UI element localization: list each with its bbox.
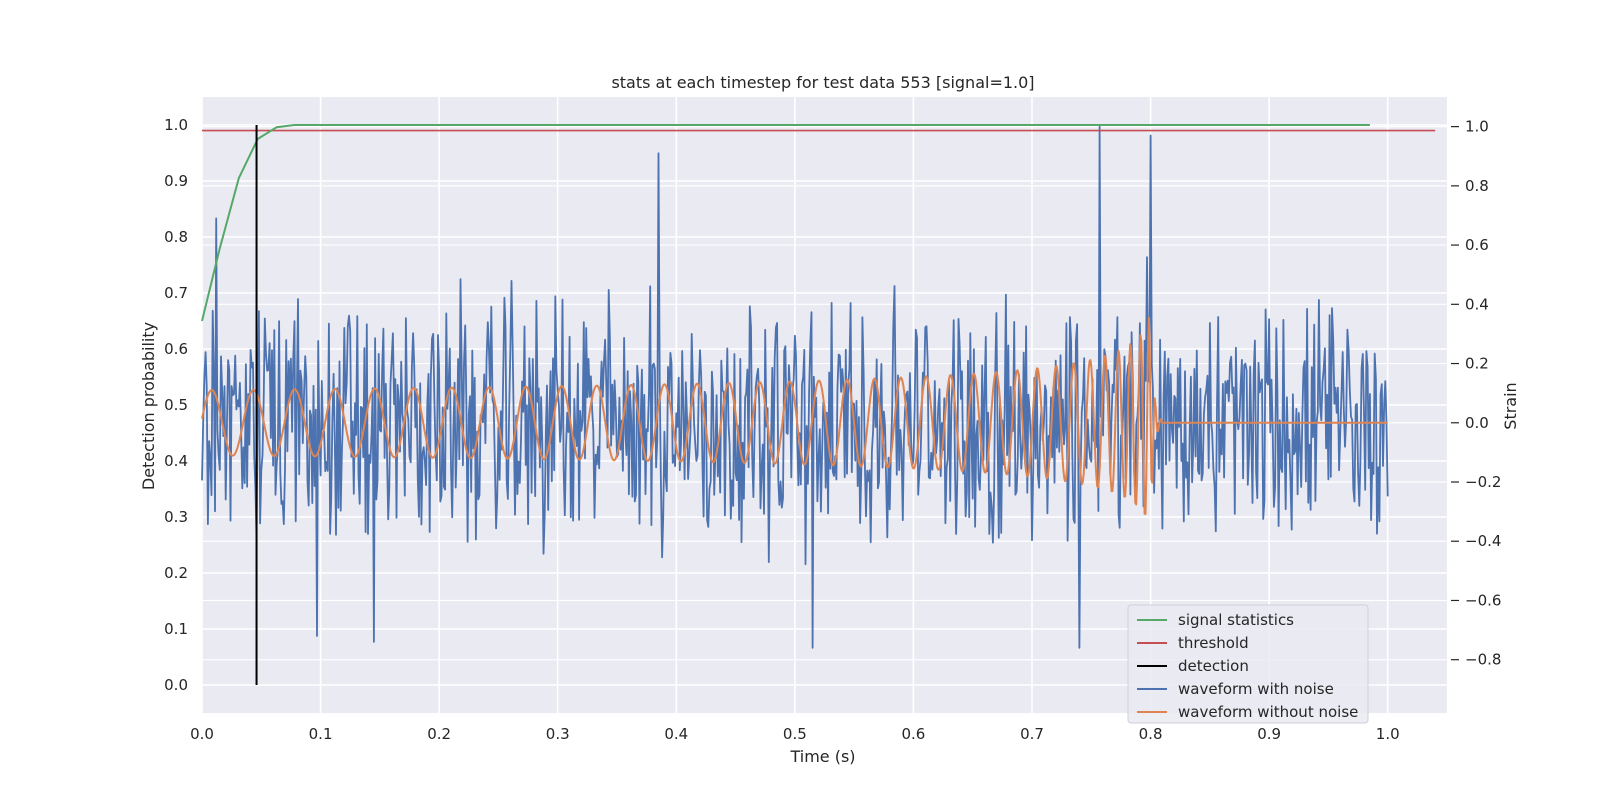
legend-label-waveform-with-noise: waveform with noise xyxy=(1178,680,1334,698)
series-line-waveform-without-noise xyxy=(201,316,1388,515)
x-tick-label: 0.8 xyxy=(1139,725,1163,743)
y-left-tick-label: 0.5 xyxy=(164,396,188,414)
y-left-tick-label: 1.0 xyxy=(164,116,188,134)
y-right-tick-label: −0.6 xyxy=(1465,591,1501,609)
y-right-tick-label: −0.4 xyxy=(1465,532,1501,550)
y-right-tick-labels: 1.0 0.8 0.6 0.4 0.2 0.0 −0.2 −0.4 −0.6 −0.8 xyxy=(1451,118,1501,669)
y-left-tick-label: 0.3 xyxy=(164,508,188,526)
x-tick-label: 0.7 xyxy=(1020,725,1044,743)
y-right-tick-label: 0.4 xyxy=(1465,295,1489,313)
legend-label-waveform-without-noise: waveform without noise xyxy=(1178,703,1358,721)
series-line-waveform-with-noise xyxy=(201,125,1389,649)
x-tick-label: 1.0 xyxy=(1376,725,1400,743)
x-tick-label: 0.4 xyxy=(664,725,688,743)
y-left-tick-label: 0.7 xyxy=(164,284,188,302)
y-axis-label-left: Detection probability xyxy=(139,322,158,490)
y-right-tick-label: 1.0 xyxy=(1465,118,1489,136)
legend-label-threshold: threshold xyxy=(1178,634,1249,652)
legend: signal statistics threshold detection wavef… xyxy=(1127,604,1369,724)
legend-label-signal-statistics: signal statistics xyxy=(1178,611,1294,629)
x-tick-label: 0.5 xyxy=(783,725,807,743)
data-series xyxy=(201,124,1436,685)
x-tick-label: 0.2 xyxy=(427,725,451,743)
x-tick-label: 0.1 xyxy=(309,725,333,743)
x-axis-label: Time (s) xyxy=(789,747,855,766)
chart-title: stats at each timestep for test data 553… xyxy=(611,73,1034,92)
y-left-tick-label: 0.4 xyxy=(164,452,188,470)
legend-box xyxy=(1127,604,1369,724)
x-tick-labels: 0.0 0.1 0.2 0.3 0.4 0.5 0.6 0.7 0.8 0.9 1.0 xyxy=(190,725,1400,743)
legend-label-detection: detection xyxy=(1178,657,1249,675)
x-tick-label: 0.9 xyxy=(1257,725,1281,743)
y-left-tick-label: 0.8 xyxy=(164,228,188,246)
y-right-tick-label: −0.8 xyxy=(1465,651,1501,669)
y-left-tick-label: 0.0 xyxy=(164,676,188,694)
y-left-tick-label: 0.1 xyxy=(164,620,188,638)
y-left-tick-label: 0.9 xyxy=(164,172,188,190)
y-right-tick-label: 0.6 xyxy=(1465,236,1489,254)
x-tick-label: 0.3 xyxy=(546,725,570,743)
y-right-tick-label: 0.8 xyxy=(1465,177,1489,195)
y-right-tick-label: 0.2 xyxy=(1465,355,1489,373)
y-left-tick-label: 0.2 xyxy=(164,564,188,582)
y-right-tick-label: −0.2 xyxy=(1465,473,1501,491)
series-line-signal-statistics xyxy=(201,124,1370,322)
x-tick-label: 0.0 xyxy=(190,725,214,743)
y-left-tick-labels: 0.0 0.1 0.2 0.3 0.4 0.5 0.6 0.7 0.8 0.9 1.0 xyxy=(164,116,188,694)
y-axis-label-right: Strain xyxy=(1501,382,1520,429)
y-right-tick-label: 0.0 xyxy=(1465,414,1489,432)
y-left-tick-label: 0.6 xyxy=(164,340,188,358)
x-tick-label: 0.6 xyxy=(901,725,925,743)
